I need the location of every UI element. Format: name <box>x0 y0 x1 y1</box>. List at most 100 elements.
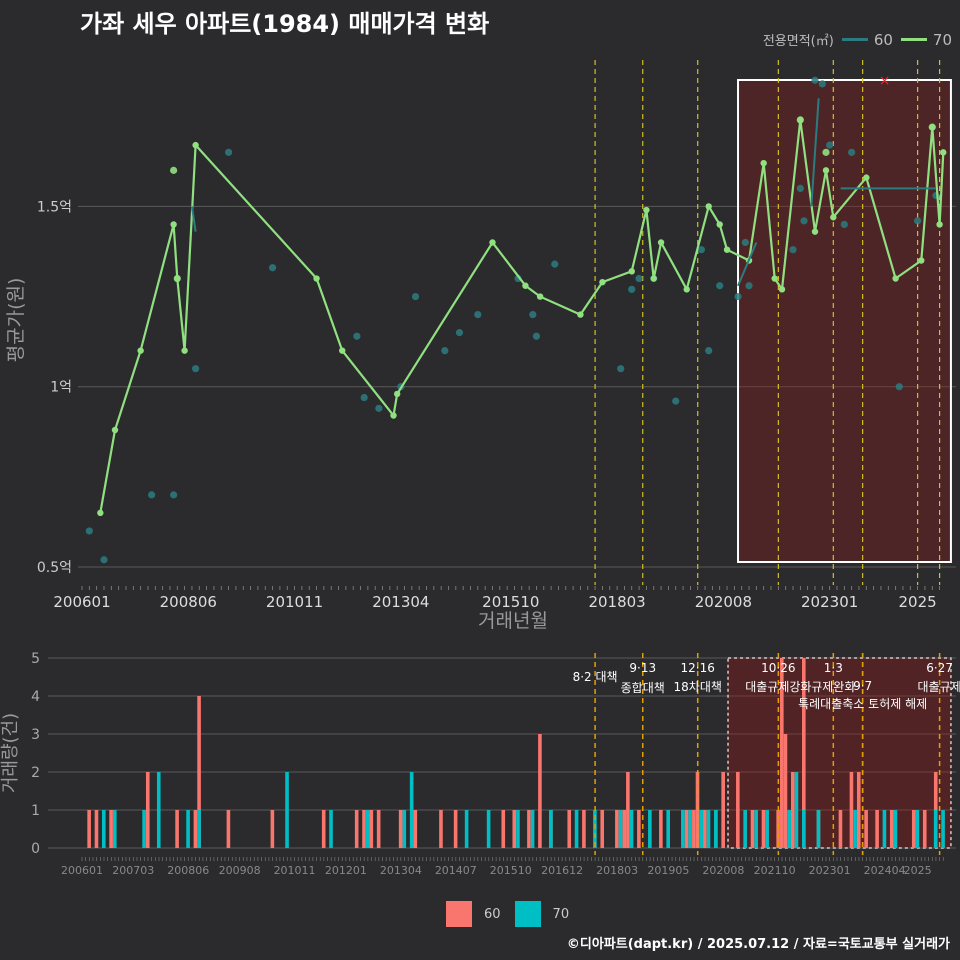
data-point-60 <box>100 556 108 564</box>
data-point-60 <box>224 148 233 156</box>
bar-y-tick-label: 4 <box>31 689 40 705</box>
bar-70 <box>794 772 799 848</box>
bar-y-tick-label: 1 <box>31 803 40 819</box>
series-line-60 <box>737 242 758 287</box>
data-point-60 <box>441 347 449 355</box>
bottom-legend-swatch-60 <box>446 901 472 927</box>
bar-70 <box>754 810 758 848</box>
bar-60 <box>354 810 359 848</box>
bar-y-tick-label: 0 <box>31 841 40 857</box>
bar-70 <box>688 810 692 848</box>
data-point-60 <box>800 217 808 225</box>
bar-70 <box>574 810 579 848</box>
data-point-60 <box>789 246 797 254</box>
bottom-legend-swatch-70 <box>514 901 541 927</box>
bar-60 <box>145 772 150 848</box>
bar-70 <box>464 810 469 848</box>
bar-70 <box>629 810 634 848</box>
legend-label-60: 60 <box>873 30 893 49</box>
policy-annotation-date: 1·3 <box>824 661 843 675</box>
policy-annotation-date: 9·13 <box>629 661 656 675</box>
y-axis-title: 평균가(원) <box>5 278 27 363</box>
bar-x-tick-label: 201407 <box>435 864 477 877</box>
bar-70 <box>516 810 520 848</box>
data-point-60 <box>192 365 200 373</box>
line-point-70 <box>628 268 635 275</box>
bar-70 <box>882 810 887 848</box>
line-point-70 <box>760 159 767 167</box>
data-point-60 <box>826 141 834 149</box>
bar-60 <box>856 772 861 848</box>
x-axis-title: 거래년월 <box>478 610 548 632</box>
x-tick-label: 202008 <box>695 593 752 611</box>
data-point-60 <box>532 332 541 340</box>
bar-60 <box>197 696 201 848</box>
line-point-70 <box>705 203 712 210</box>
x-tick-label: 200806 <box>160 593 217 611</box>
bar-70 <box>893 810 898 848</box>
policy-annotation-label: 대출규제강화 <box>745 680 811 694</box>
data-point-60 <box>170 491 178 499</box>
line-point-70 <box>536 293 544 300</box>
policy-annotation-label: 종합대책 <box>621 680 665 695</box>
data-point-60 <box>268 264 277 272</box>
bar-70 <box>486 810 491 848</box>
bar-y-tick-label: 5 <box>31 651 40 667</box>
bar-60 <box>369 810 374 848</box>
data-point-60 <box>635 274 643 283</box>
bar-60 <box>362 810 366 848</box>
bar-60 <box>582 810 586 848</box>
series-line-60 <box>810 98 820 207</box>
bar-x-tick-label: 201201 <box>325 864 367 877</box>
bottom-legend-label-60: 60 <box>484 906 501 922</box>
x-tick-label: 201304 <box>372 593 429 611</box>
data-point-60 <box>455 329 464 337</box>
bar-60 <box>783 734 788 848</box>
bar-60 <box>94 810 99 848</box>
bar-x-tick-label: 201304 <box>380 864 422 877</box>
line-point-70 <box>192 141 199 149</box>
data-point-60 <box>375 404 383 412</box>
bar-60 <box>512 810 517 848</box>
bar-x-tick-label: 200703 <box>112 864 154 877</box>
bar-60 <box>600 810 605 848</box>
bar-70 <box>142 810 146 848</box>
y-tick-label: 1.5억 <box>37 199 72 215</box>
line-point-70 <box>339 347 346 354</box>
line-point-70 <box>778 286 786 293</box>
line-point-70 <box>771 275 778 282</box>
bar-x-tick-label: 201011 <box>274 864 316 877</box>
bar-70 <box>666 810 670 848</box>
bar-70 <box>787 810 791 848</box>
data-point-60 <box>85 527 93 535</box>
bar-60 <box>175 810 179 848</box>
series-line-70 <box>99 119 945 514</box>
series-line-60 <box>190 206 197 232</box>
policy-annotation-label: 규제완화 <box>811 680 855 694</box>
legend-swatch-60 <box>841 38 868 41</box>
bar-70 <box>329 810 333 848</box>
bar-60 <box>398 810 403 848</box>
bar-60 <box>703 810 707 848</box>
legend-label-70: 70 <box>932 30 952 49</box>
data-point-60 <box>914 217 922 225</box>
bar-70 <box>101 810 106 848</box>
bar-60 <box>736 772 740 848</box>
x-tick-label: 202301 <box>801 593 858 611</box>
bar-x-tick-label: 201510 <box>490 864 532 877</box>
bar-x-tick-label: 201803 <box>596 864 638 877</box>
line-point-70 <box>716 221 723 228</box>
bar-y-tick-label: 3 <box>31 727 40 743</box>
line-point-70 <box>918 257 925 264</box>
bar-60 <box>87 810 91 848</box>
line-point-70 <box>599 278 606 286</box>
bar-60 <box>501 810 506 848</box>
bar-x-tick-label: 202301 <box>809 864 851 877</box>
data-point-60 <box>796 184 804 193</box>
policy-annotation-date: 12·16 <box>681 661 715 675</box>
bar-60 <box>615 810 619 848</box>
line-point-70 <box>97 509 104 517</box>
data-point-60 <box>745 282 753 290</box>
bar-60 <box>849 772 854 848</box>
bar-60 <box>626 772 630 848</box>
